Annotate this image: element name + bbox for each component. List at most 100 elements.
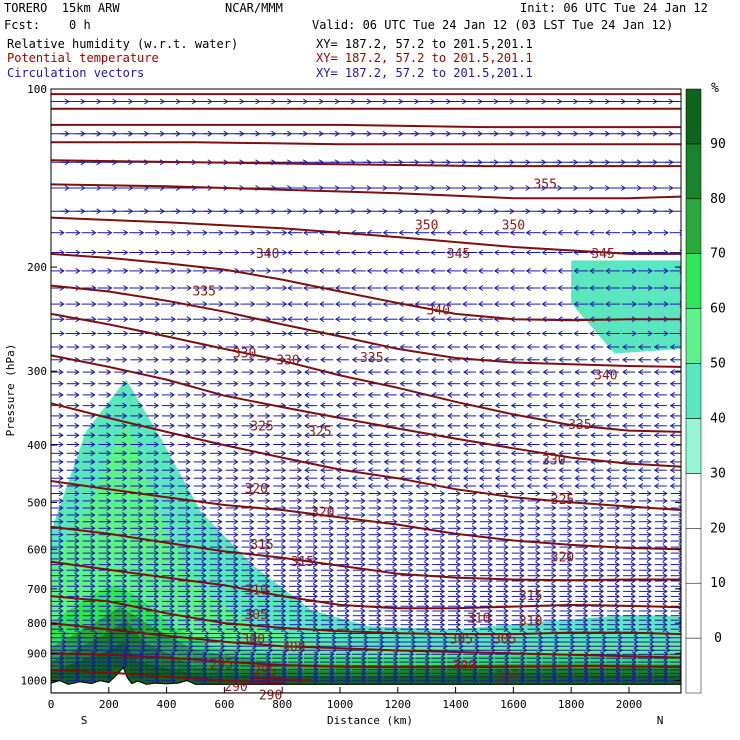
vector-arrow: [495, 617, 509, 624]
vector-arrow: [495, 567, 509, 574]
vector-arrow: [605, 285, 621, 291]
vector-arrow: [384, 612, 398, 619]
vector-arrow: [225, 598, 239, 605]
vector-arrow: [336, 512, 350, 518]
vector-arrow: [607, 626, 621, 633]
vector-arrow: [241, 483, 255, 489]
vector-arrow: [51, 483, 64, 489]
vector-arrow: [351, 475, 365, 482]
vector-arrow: [303, 330, 319, 337]
vector-arrow: [479, 626, 493, 633]
vector-arrow: [431, 475, 445, 482]
vector-arrow: [511, 583, 525, 590]
vector-arrow: [51, 598, 64, 605]
vector-arrow: [542, 483, 556, 489]
vector-arrow: [623, 567, 636, 574]
vector-arrow: [430, 285, 446, 291]
vector-arrow: [511, 544, 525, 551]
vector-arrow: [448, 561, 462, 568]
vector-arrow: [351, 441, 365, 448]
vector-arrow: [654, 583, 668, 590]
vector-arrow: [622, 330, 637, 337]
y-tick-label: 1000: [21, 674, 48, 687]
vector-arrow: [287, 249, 303, 256]
vector-arrow: [352, 626, 366, 633]
vector-arrow: [479, 544, 493, 551]
vector-arrow: [430, 330, 446, 337]
vector-arrow: [289, 490, 303, 497]
vector-arrow: [383, 402, 397, 409]
vector-arrow: [145, 677, 161, 684]
vector-arrow: [367, 450, 381, 457]
vector-arrow: [272, 267, 288, 274]
vector-arrow: [669, 659, 681, 666]
vector-arrow: [526, 475, 540, 482]
vector-arrow: [430, 249, 446, 256]
vector-arrow: [225, 450, 239, 457]
vector-arrow: [351, 432, 365, 439]
vector-arrow: [432, 598, 446, 605]
vector-arrow: [51, 555, 64, 562]
vector-arrow: [146, 603, 160, 610]
vector-arrow: [289, 598, 303, 605]
vector-arrow: [209, 555, 223, 562]
vector-arrow: [162, 531, 175, 538]
vector-arrow: [653, 301, 669, 308]
vector-arrow: [336, 531, 350, 538]
vector-arrow: [527, 588, 541, 595]
vector-arrow: [368, 608, 382, 614]
vector-arrow: [352, 497, 366, 504]
theta-contour-330: [51, 354, 681, 468]
vector-arrow: [51, 380, 64, 387]
vector-arrow: [591, 518, 605, 525]
vector-arrow: [509, 285, 525, 291]
vector-arrow: [289, 621, 303, 628]
vector-arrow: [622, 475, 635, 482]
theta-contour-295: [51, 652, 681, 669]
vector-arrow: [130, 561, 144, 568]
vector-arrow: [494, 422, 508, 429]
vector-arrow: [224, 285, 240, 291]
vector-arrow: [51, 301, 65, 308]
vector-arrow: [590, 441, 604, 448]
colorbar-swatch: [685, 88, 702, 145]
vector-arrow: [637, 441, 651, 448]
vector-arrow: [130, 432, 144, 439]
vector-arrow: [321, 612, 334, 619]
vector-arrow: [161, 330, 176, 337]
vector-arrow: [162, 561, 175, 568]
vector-arrow: [526, 391, 540, 398]
vector-arrow: [114, 467, 128, 474]
vector-arrow: [622, 422, 635, 429]
vector-arrow: [98, 561, 112, 568]
vector-arrow: [510, 356, 524, 363]
vector-arrow: [193, 626, 207, 633]
vector-arrow: [415, 677, 431, 684]
vector-arrow: [542, 677, 558, 684]
vector-arrow: [193, 583, 207, 590]
vector-arrow: [400, 612, 414, 619]
vector-arrow: [591, 598, 605, 605]
colorbar-swatch: [685, 363, 702, 419]
vector-arrow: [511, 518, 525, 525]
vector-arrow: [368, 588, 382, 595]
vector-arrow: [336, 555, 350, 562]
vector-arrow: [447, 380, 461, 387]
x-tick-label: 600: [214, 698, 234, 711]
vector-arrow: [415, 380, 429, 387]
vector-arrow: [607, 497, 621, 504]
vector-arrow: [654, 518, 668, 525]
vector-arrow: [114, 505, 128, 511]
vector-arrow: [464, 505, 477, 511]
vector-arrow: [542, 441, 556, 448]
vector-arrow: [257, 380, 271, 387]
vector-arrow: [623, 512, 636, 518]
vector-arrow: [384, 505, 398, 511]
vector-arrow: [241, 555, 255, 562]
vector-arrow: [303, 249, 319, 256]
vector-arrow: [495, 561, 509, 568]
vector-arrow: [98, 593, 112, 600]
vector-arrow: [289, 344, 303, 350]
vector-arrow: [384, 567, 398, 574]
vector-arrow: [352, 512, 366, 518]
